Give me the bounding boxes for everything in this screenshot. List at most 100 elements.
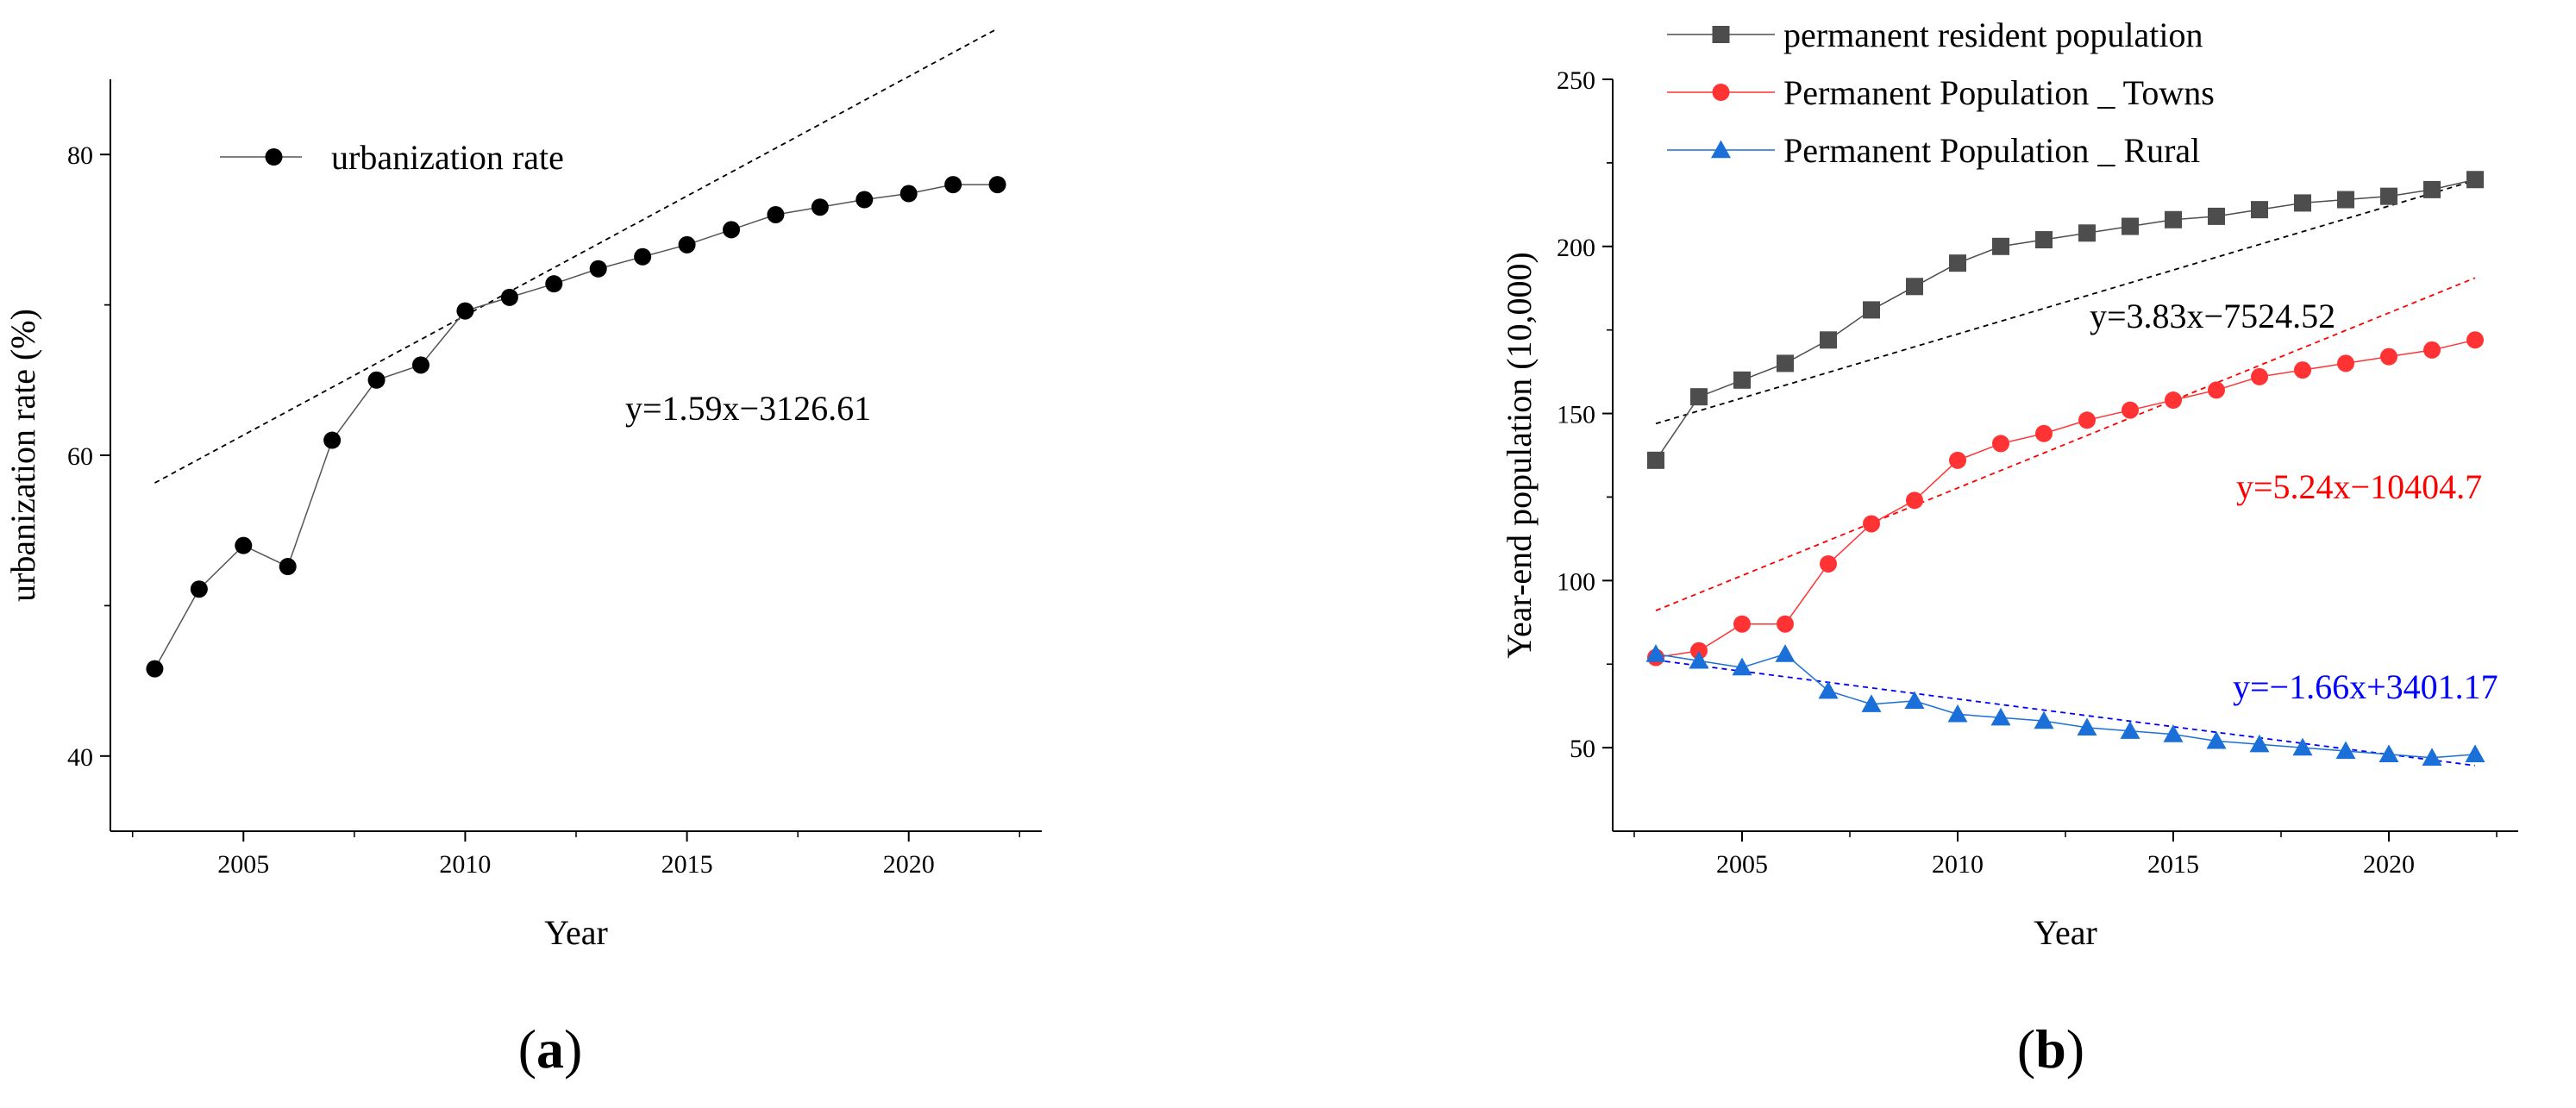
data-point: [323, 431, 342, 449]
data-point: [2251, 201, 2268, 219]
legend-marker: [1712, 84, 1730, 101]
data-point: [2294, 194, 2311, 212]
data-point: [1992, 435, 2009, 453]
data-point: [146, 660, 164, 678]
y-tick-label: 150: [1557, 401, 1595, 429]
trend-line: [1655, 659, 2476, 767]
data-point: [2035, 231, 2053, 249]
data-point: [1690, 642, 1708, 660]
trend-line: [1655, 277, 2476, 611]
data-point: [2122, 401, 2139, 419]
data-point: [367, 371, 385, 389]
data-point: [2120, 721, 2140, 739]
data-point: [235, 536, 253, 554]
x-tick-label: 2020: [883, 850, 935, 879]
x-tick-label: 2020: [2363, 850, 2415, 879]
data-point: [1992, 237, 2009, 255]
data-point: [2380, 187, 2397, 205]
fit-equation: y=−1.66x+3401.17: [2233, 667, 2498, 706]
data-point: [1690, 388, 1708, 406]
series-0: [146, 176, 1006, 678]
x-tick-label: 2005: [217, 850, 269, 879]
data-point: [1990, 707, 2011, 726]
chart-panel-a: 2005 2010 2015 2020 40 60 80 Year urbanization r…: [3, 28, 1042, 1080]
data-point: [456, 302, 474, 320]
trend-line: [1655, 179, 2476, 425]
data-point: [1947, 704, 1968, 723]
legend-marker: [1712, 26, 1730, 43]
data-point: [1775, 644, 1796, 662]
data-point: [545, 275, 563, 293]
data-point: [2249, 734, 2270, 753]
data-point: [2078, 411, 2096, 429]
y-tick-label: 100: [1557, 567, 1595, 596]
data-point: [2423, 180, 2441, 198]
data-point: [2208, 381, 2225, 399]
y-tick-label: 250: [1557, 66, 1595, 95]
data-point: [1733, 371, 1751, 389]
data-point: [2035, 424, 2053, 442]
data-point: [988, 176, 1006, 194]
data-point: [2078, 224, 2096, 242]
data-point: [1818, 680, 1839, 699]
data-point: [2337, 354, 2354, 372]
data-point: [2165, 210, 2182, 228]
legend-label: Permanent Population _ Rural: [1783, 131, 2200, 170]
data-point: [1777, 615, 1794, 633]
data-point: [2466, 331, 2484, 349]
data-point: [944, 176, 962, 194]
series-0: [1647, 171, 2484, 469]
y-tick-label: 200: [1557, 234, 1595, 262]
fit-equation: y=5.24x−10404.7: [2236, 467, 2482, 506]
data-point: [412, 356, 429, 374]
data-point: [1820, 554, 1837, 573]
chart-panel-b: 2005 2010 2015 2020 50 100 150 200 250 Year Year-e…: [1500, 16, 2518, 1080]
data-point: [1820, 331, 1837, 349]
data-point: [500, 288, 518, 306]
data-point: [2335, 741, 2356, 760]
y-tick-label: 60: [67, 442, 93, 471]
fit-equation: y=3.83x−7524.52: [2090, 297, 2335, 335]
data-point: [1777, 354, 1794, 372]
x-tick-label: 2015: [661, 850, 713, 879]
data-point: [899, 185, 918, 203]
data-point: [678, 235, 696, 254]
x-tick-label: 2015: [2147, 850, 2199, 879]
data-point: [1904, 691, 1925, 710]
data-point: [1647, 451, 1664, 469]
trend-line: [154, 28, 998, 484]
data-point: [2380, 347, 2397, 366]
data-point: [2337, 191, 2354, 209]
legend-label: permanent resident population: [1783, 16, 2203, 54]
data-point: [1689, 650, 1709, 669]
data-point: [2034, 710, 2054, 729]
panel-letter: b: [2035, 1018, 2066, 1080]
y-axis-title: urbanization rate (%): [3, 309, 42, 602]
legend-label: urbanization rate: [331, 138, 564, 177]
data-point: [2163, 724, 2184, 742]
y-tick-label: 40: [67, 743, 93, 772]
data-point: [279, 558, 297, 576]
fit-equation: y=1.59x−3126.61: [625, 389, 871, 428]
data-point: [2251, 367, 2268, 385]
data-point: [2208, 207, 2225, 225]
data-point: [1863, 515, 1880, 533]
data-point: [1861, 694, 1882, 712]
x-tick-label: 2010: [439, 850, 491, 879]
data-point: [1906, 491, 1923, 510]
panel-label: (b): [2017, 1018, 2084, 1080]
legend-marker: [265, 148, 283, 166]
data-point: [2206, 730, 2227, 749]
data-point: [856, 191, 874, 209]
x-axis-title: Year: [2034, 913, 2097, 952]
data-point: [2077, 717, 2097, 736]
series-1: [1647, 331, 2484, 667]
panel-letter: a: [536, 1018, 564, 1080]
data-point: [2379, 744, 2399, 763]
data-point: [2466, 171, 2484, 189]
y-tick-label: 80: [67, 141, 93, 170]
data-point: [1645, 644, 1666, 662]
y-axis-title: Year-end population (10,000): [1500, 252, 1539, 659]
series-2: [1645, 644, 2485, 766]
